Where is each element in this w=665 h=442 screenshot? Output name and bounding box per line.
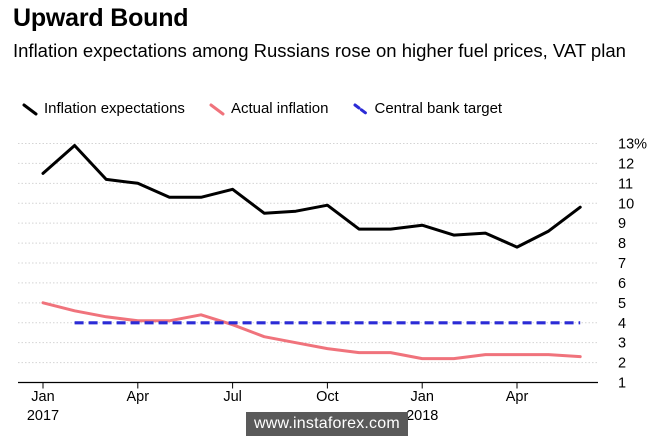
y-tick-label: 10 (618, 196, 634, 212)
chart-legend: Inflation expectations Actual inflation Ce… (22, 100, 526, 117)
y-tick-label: 5 (618, 296, 626, 312)
y-tick-label: 4 (618, 316, 626, 332)
x-tick-label: Jul (223, 389, 242, 405)
y-tick-label: 11 (618, 176, 633, 192)
chart-subtitle: Inflation expectations among Russians ro… (13, 40, 626, 61)
chart-title: Upward Bound (13, 4, 189, 32)
y-tick-label: 3 (618, 336, 626, 352)
legend-swatch-actual-inflation (209, 103, 225, 115)
legend-item-central-bank-target: Central bank target (353, 100, 503, 117)
y-tick-label: 1 (618, 376, 626, 392)
legend-item-inflation-expectations: Inflation expectations (22, 100, 185, 117)
y-tick-label: 7 (618, 256, 626, 272)
series-line-actual-inflation (41, 301, 582, 361)
y-tick-label: 12 (618, 156, 634, 172)
legend-label: Actual inflation (230, 100, 329, 117)
x-tick-label: Apr (127, 389, 150, 405)
legend-swatch-inflation-expectations (22, 103, 38, 115)
series-line-inflation-expectations (41, 144, 582, 249)
y-tick-label: 6 (618, 276, 626, 292)
legend-item-actual-inflation: Actual inflation (209, 100, 329, 117)
y-tick-label: 8 (618, 236, 626, 252)
x-tick-label: Jan (411, 389, 434, 405)
watermark: www.instaforex.com (246, 412, 408, 436)
legend-label: Central bank target (374, 100, 503, 117)
legend-swatch-central-bank-target (353, 103, 368, 115)
x-tick-year-label: 2017 (27, 408, 59, 424)
x-tick-label: Jan (31, 389, 54, 405)
x-tick-label: Oct (316, 389, 339, 405)
x-tick-label: Apr (506, 389, 529, 405)
y-tick-label: 9 (618, 216, 626, 232)
y-tick-label: 2 (618, 356, 626, 372)
legend-label: Inflation expectations (44, 100, 185, 117)
x-tick-year-label: 2018 (406, 408, 438, 424)
y-tick-label: 13% (618, 137, 647, 153)
